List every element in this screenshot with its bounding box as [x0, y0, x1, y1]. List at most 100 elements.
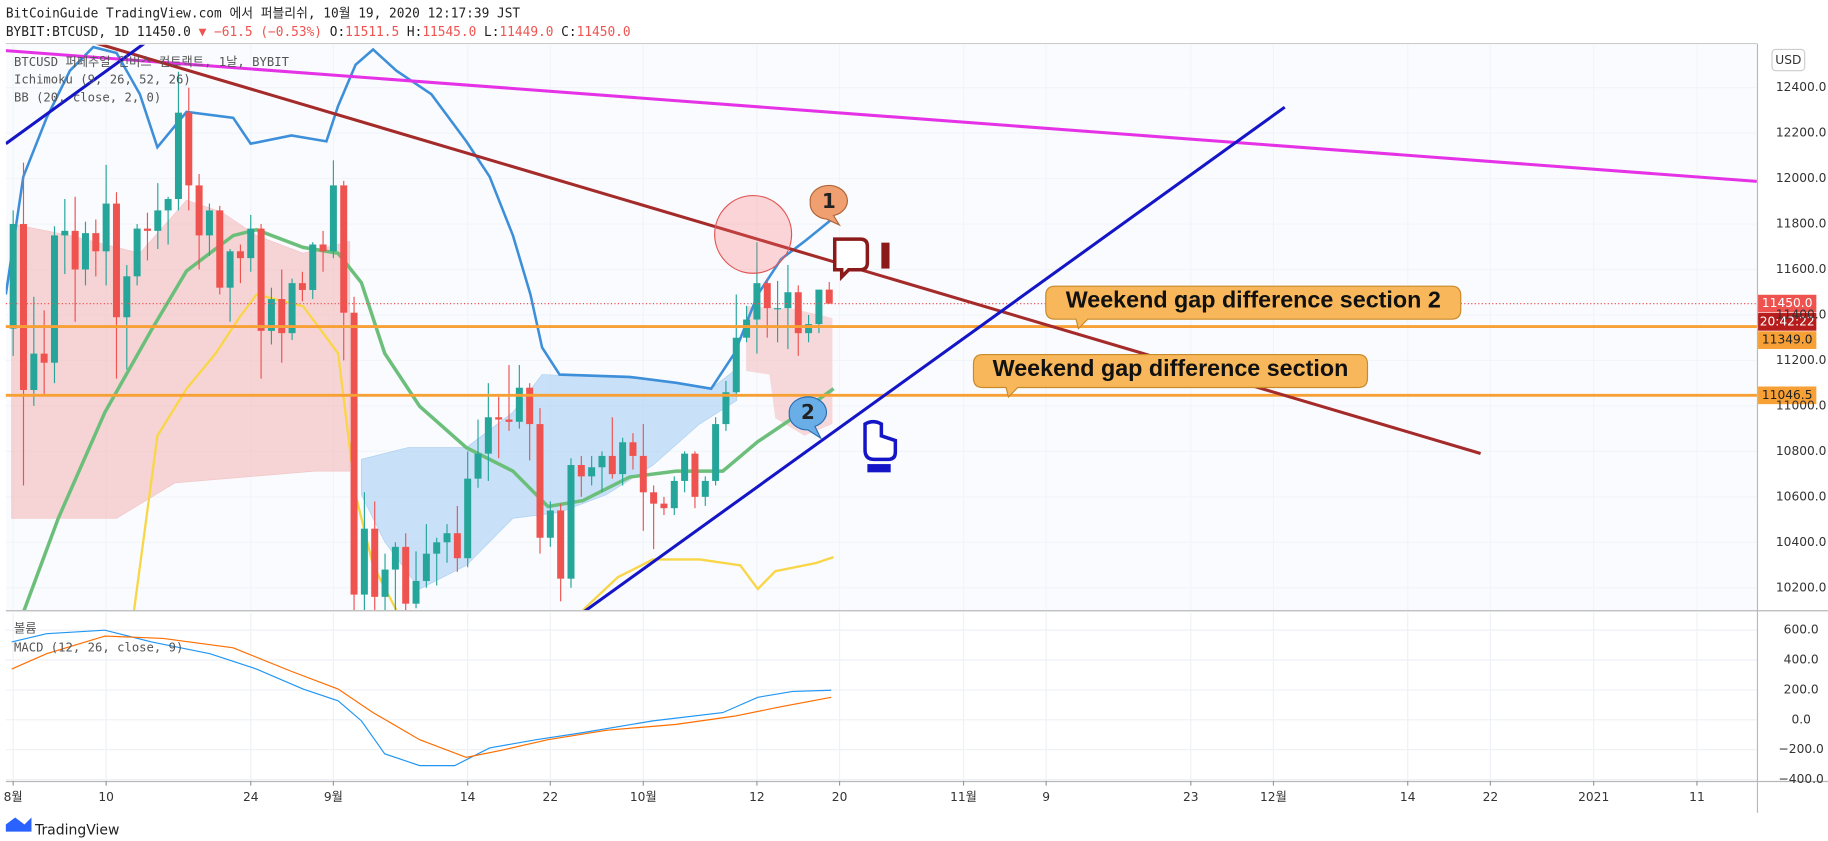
levels: 11450.0 20:42:22 11349.0 11046.5: [5, 294, 1817, 405]
candle-body: [412, 580, 420, 604]
countdown: 20:42:22: [1760, 314, 1815, 328]
y-tick-label: 600.0: [1784, 623, 1819, 637]
trend-line: [5, 44, 146, 145]
c-label: C:: [561, 24, 576, 39]
candle-body: [629, 442, 637, 456]
candle-body: [143, 228, 151, 231]
close: 11450.0: [577, 24, 631, 39]
l-label: L:: [484, 24, 499, 39]
candle-body: [608, 455, 616, 475]
hand-icon: [863, 419, 898, 462]
candle-body: [743, 319, 751, 338]
y-tick-label: 12400.0: [1776, 80, 1827, 94]
x-tick-label: 11: [1689, 790, 1705, 804]
x-tick-label: 9: [1042, 790, 1050, 804]
high: 11545.0: [422, 24, 476, 39]
candle-body: [753, 283, 761, 320]
candle-body: [164, 199, 172, 211]
annotation-text: Weekend gap difference section 2: [1066, 287, 1441, 313]
candle-body: [681, 453, 689, 481]
callout-bubble: [809, 184, 848, 227]
candle-body: [174, 112, 182, 200]
candle-body: [195, 185, 203, 236]
candle-body: [236, 251, 244, 259]
callout-label: 2: [801, 401, 815, 424]
macd-line: [11, 629, 832, 767]
level-tag: [1758, 386, 1817, 405]
candle-body: [185, 112, 193, 186]
candle-body: [371, 528, 379, 597]
y-tick-label: 11000.0: [1776, 398, 1827, 412]
x-tick-label: 10: [98, 790, 114, 804]
x-tick-label: 22: [1483, 790, 1499, 804]
candle-body: [92, 233, 100, 252]
legend-title: BTCUSD 퍼페추얼 인버스 컨트랙트, 1날, BYBIT: [14, 55, 290, 69]
highlight-circle: [714, 194, 793, 274]
candle-body: [526, 387, 534, 425]
brand: TradingView: [34, 822, 119, 838]
candle-body: [619, 442, 627, 475]
bb-lower: [132, 293, 398, 611]
candle-body: [247, 228, 255, 259]
candle-body: [825, 289, 833, 304]
candle-body: [422, 553, 430, 581]
y-tick-label: −200.0: [1779, 742, 1824, 756]
candle-body: [278, 299, 286, 334]
candle-body: [557, 510, 565, 579]
candles: [9, 71, 833, 611]
hand-icon: [832, 237, 870, 282]
currency: USD: [1775, 53, 1801, 67]
candle-body: [794, 292, 802, 334]
candle-body: [329, 185, 337, 252]
candle-body: [226, 251, 234, 288]
candle-body: [484, 417, 492, 454]
x-tick-label: 8월: [4, 790, 23, 804]
callout-label: 1: [822, 190, 836, 213]
signal-line: [11, 635, 832, 758]
open: 11511.5: [345, 24, 399, 39]
x-tick-label: 24: [243, 790, 259, 804]
candle-body: [391, 546, 399, 570]
callouts: 1 2 Weekend gap difference section 2 Wee…: [788, 184, 1462, 440]
candle-body: [319, 244, 327, 252]
x-tick-label: 11월: [950, 790, 977, 804]
y-tick-label: 200.0: [1784, 682, 1819, 696]
candle-body: [350, 312, 358, 595]
candle-body: [598, 455, 606, 468]
candle-body: [784, 292, 792, 309]
candle-body: [402, 546, 410, 604]
candle-body: [567, 465, 575, 579]
legend-indicator: MACD (12, 26, close, 9): [14, 640, 183, 654]
candle-body: [453, 533, 461, 559]
x-tick-label: 23: [1183, 790, 1199, 804]
candle-body: [495, 417, 503, 420]
candle-body: [701, 480, 709, 497]
h-label: H:: [407, 24, 422, 39]
candle-body: [670, 480, 678, 509]
candle-body: [815, 289, 823, 325]
y-tick-label: −400.0: [1779, 772, 1824, 786]
y-tick-label: 10400.0: [1776, 535, 1827, 549]
candle-body: [267, 299, 275, 331]
annotation-text: Weekend gap difference section: [993, 355, 1349, 381]
candle-body: [712, 424, 720, 481]
x-tick-label: 9월: [324, 790, 343, 804]
x-tick-label: 14: [1400, 790, 1416, 804]
candle-body: [288, 283, 296, 334]
x-tick-label: 20: [832, 790, 848, 804]
candle-body: [360, 528, 368, 595]
candle-body: [112, 203, 120, 318]
currency-button[interactable]: [1771, 48, 1806, 72]
candle-body: [123, 276, 131, 318]
y-tick-label: 11600.0: [1776, 262, 1827, 276]
y-tick-label: 11200.0: [1776, 353, 1827, 367]
candle-body: [309, 244, 317, 290]
y-tick-label: 400.0: [1784, 652, 1819, 666]
legend-indicator: Ichimoku (9, 26, 52, 26): [14, 73, 191, 87]
candle-body: [805, 324, 813, 334]
candle-body: [205, 210, 213, 236]
trend-line: [5, 49, 1757, 183]
candle-body: [133, 228, 141, 277]
candle-body: [257, 228, 265, 331]
